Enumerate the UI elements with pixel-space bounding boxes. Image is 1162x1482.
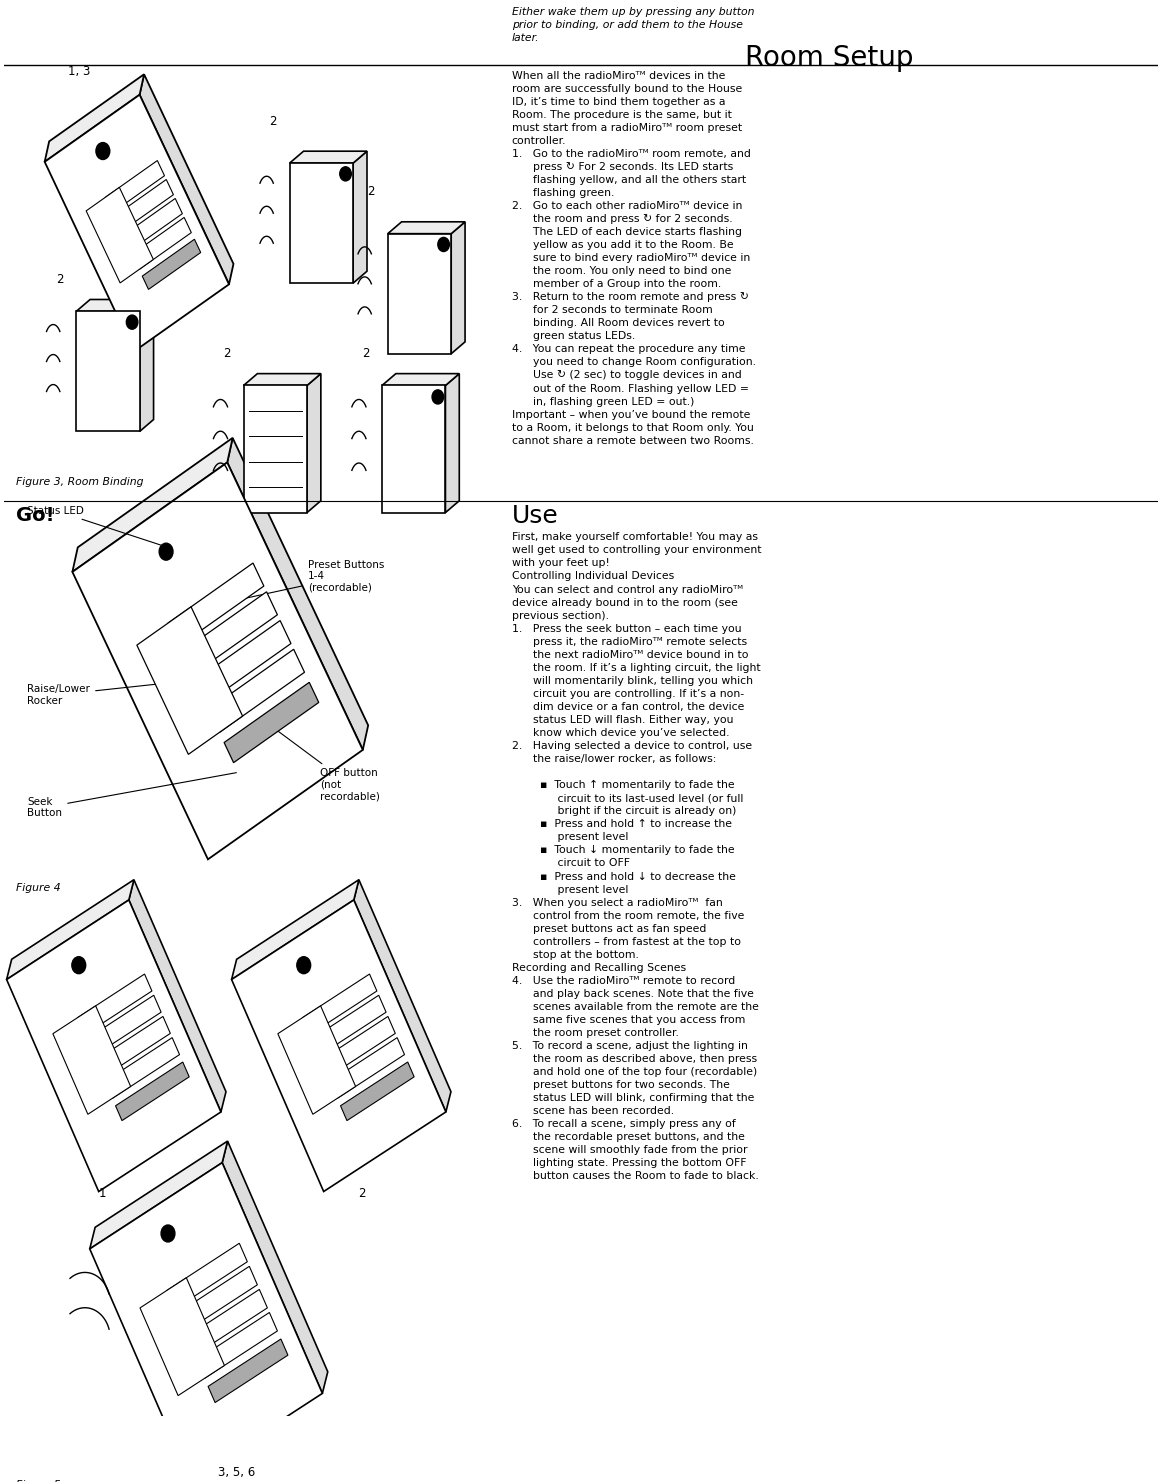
Text: First, make yourself comfortable! You may as
well get used to controlling your e: First, make yourself comfortable! You ma…	[511, 532, 761, 1181]
Polygon shape	[353, 880, 451, 1112]
Text: Status LED: Status LED	[27, 505, 160, 545]
Polygon shape	[228, 437, 368, 750]
Polygon shape	[78, 974, 152, 1034]
Polygon shape	[167, 563, 264, 646]
Polygon shape	[132, 218, 192, 270]
Polygon shape	[137, 606, 243, 754]
Polygon shape	[382, 373, 459, 385]
Text: 2: 2	[270, 114, 277, 127]
Text: When all the radioMiroᵀᴹ devices in the
room are successfully bound to the House: When all the radioMiroᵀᴹ devices in the …	[511, 71, 755, 446]
Polygon shape	[340, 1063, 414, 1120]
Text: Figure 3, Room Binding: Figure 3, Room Binding	[16, 477, 143, 488]
Circle shape	[96, 142, 109, 160]
Polygon shape	[7, 880, 134, 980]
Polygon shape	[105, 160, 165, 212]
Polygon shape	[388, 234, 451, 354]
Polygon shape	[311, 996, 386, 1057]
Text: 2: 2	[361, 347, 370, 360]
Polygon shape	[89, 1163, 322, 1479]
Polygon shape	[195, 621, 290, 704]
Polygon shape	[224, 682, 318, 763]
Polygon shape	[244, 385, 307, 513]
Polygon shape	[208, 1340, 288, 1402]
Circle shape	[127, 316, 138, 329]
Polygon shape	[123, 199, 182, 250]
Polygon shape	[321, 1017, 395, 1077]
Text: Seek
Button: Seek Button	[27, 772, 236, 818]
Text: Figure 4: Figure 4	[16, 883, 60, 894]
Text: Go!: Go!	[16, 505, 55, 525]
Text: 2: 2	[223, 347, 231, 360]
Polygon shape	[139, 74, 234, 285]
Polygon shape	[289, 163, 353, 283]
Text: 2: 2	[56, 273, 64, 286]
Text: 1: 1	[99, 1187, 106, 1200]
Polygon shape	[53, 1006, 130, 1114]
Text: Raise/Lower
Rocker: Raise/Lower Rocker	[27, 680, 187, 705]
Polygon shape	[77, 311, 139, 431]
Polygon shape	[95, 1017, 171, 1077]
Text: Figure 5: Figure 5	[16, 1481, 60, 1482]
Polygon shape	[289, 151, 367, 163]
Polygon shape	[114, 179, 173, 231]
Circle shape	[72, 957, 86, 974]
Polygon shape	[7, 900, 221, 1192]
Circle shape	[339, 167, 351, 181]
Polygon shape	[187, 1289, 267, 1355]
Text: 3, 5, 6: 3, 5, 6	[217, 1466, 254, 1479]
Polygon shape	[77, 299, 153, 311]
Polygon shape	[177, 1266, 257, 1332]
Polygon shape	[231, 900, 446, 1192]
Polygon shape	[105, 1037, 180, 1098]
Polygon shape	[72, 437, 232, 572]
Polygon shape	[196, 1313, 278, 1378]
Text: 2: 2	[367, 185, 375, 199]
Circle shape	[162, 1226, 175, 1242]
Polygon shape	[139, 299, 153, 431]
Polygon shape	[382, 385, 445, 513]
Circle shape	[296, 957, 310, 974]
Polygon shape	[302, 974, 376, 1034]
Polygon shape	[89, 1141, 228, 1249]
Polygon shape	[72, 462, 363, 860]
Polygon shape	[142, 239, 201, 289]
Polygon shape	[181, 591, 278, 674]
Polygon shape	[166, 1243, 248, 1309]
Polygon shape	[451, 222, 465, 354]
Polygon shape	[129, 880, 225, 1112]
Polygon shape	[353, 151, 367, 283]
Polygon shape	[231, 880, 359, 980]
Polygon shape	[278, 1006, 356, 1114]
Text: Either wake them up by pressing any button
prior to binding, or add them to the : Either wake them up by pressing any butt…	[511, 7, 754, 43]
Text: 1, 3: 1, 3	[67, 65, 89, 77]
Polygon shape	[44, 95, 229, 351]
Text: OFF button
(not
recordable): OFF button (not recordable)	[277, 731, 380, 802]
Polygon shape	[44, 74, 144, 162]
Text: Use: Use	[511, 504, 559, 528]
Circle shape	[438, 237, 450, 252]
Polygon shape	[330, 1037, 404, 1098]
Polygon shape	[222, 1141, 328, 1393]
Circle shape	[432, 390, 444, 405]
Polygon shape	[208, 649, 304, 732]
Polygon shape	[115, 1063, 189, 1120]
Text: Room Setup: Room Setup	[745, 43, 913, 71]
Polygon shape	[139, 1277, 224, 1396]
Polygon shape	[388, 222, 465, 234]
Polygon shape	[86, 187, 153, 283]
Polygon shape	[244, 373, 321, 385]
Text: Preset Buttons
1-4
(recordable): Preset Buttons 1-4 (recordable)	[218, 560, 385, 605]
Text: 2: 2	[358, 1187, 366, 1200]
Polygon shape	[86, 996, 162, 1057]
Polygon shape	[445, 373, 459, 513]
Circle shape	[159, 544, 173, 560]
Polygon shape	[307, 373, 321, 513]
